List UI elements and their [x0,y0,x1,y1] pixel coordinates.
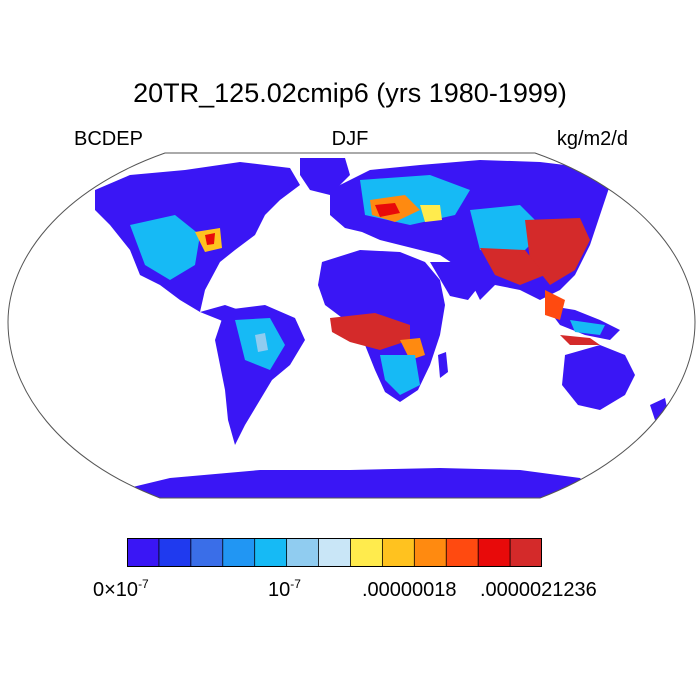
colorbar-cell [445,538,480,567]
colorbar-cell [413,538,448,567]
land-antarctica [120,468,600,498]
season-label: DJF [331,128,369,150]
land-greenland [300,158,350,195]
colorbar-cell [190,538,224,567]
colorbar-cell [158,538,192,567]
colorbar-cell [509,538,542,567]
colorbar-cell [350,538,384,567]
colorbar [127,538,542,567]
variable-label: BCDEP [74,128,143,150]
colorbar-label-2: .00000018 [362,579,457,601]
deposition-intensity-overlay [130,175,605,395]
units-label: kg/m2/d [556,128,628,150]
colorbar-cell [318,538,352,567]
land-australia [562,345,635,410]
colorbar-cell [222,538,256,567]
colorbar-cell [127,538,160,567]
colorbar-label-min: 0×10-7 [93,577,149,601]
land-madagascar [438,352,448,378]
colorbar-cell [254,538,288,567]
colorbar-cell [477,538,511,567]
plot-title: 20TR_125.02cmip6 (yrs 1980-1999) [133,78,567,108]
colorbar-label-max: .0000021236 [480,579,597,601]
land-arabia [430,262,480,300]
land-south-america [215,305,305,445]
globe-outline [7,152,696,499]
colorbar-cell [286,538,320,567]
colorbar-cell [381,538,416,567]
colorbar-label-1: 10-7 [268,577,301,601]
